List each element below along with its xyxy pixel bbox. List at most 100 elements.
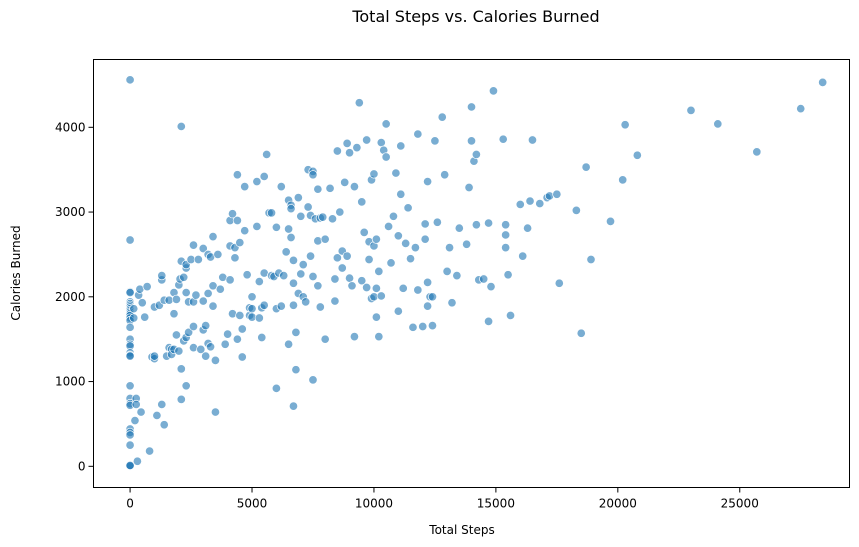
data-point — [137, 298, 147, 308]
data-point — [235, 238, 245, 248]
data-point — [345, 273, 355, 283]
data-point — [332, 146, 342, 156]
data-point — [342, 138, 352, 148]
data-point — [296, 211, 306, 221]
data-point — [471, 149, 481, 159]
data-point — [620, 120, 630, 130]
data-point — [208, 281, 218, 291]
data-point — [125, 460, 135, 471]
data-point — [157, 271, 167, 281]
data-point — [484, 218, 494, 228]
data-point — [327, 214, 338, 224]
data-point — [131, 399, 141, 409]
chart-title: Total Steps vs. Calories Burned — [351, 7, 599, 26]
data-point — [220, 339, 230, 349]
data-point — [262, 149, 272, 159]
data-point — [498, 134, 508, 144]
data-point — [632, 150, 642, 160]
data-point — [393, 231, 403, 241]
data-point — [145, 446, 155, 456]
data-point — [357, 276, 367, 286]
data-point — [381, 152, 391, 162]
data-point — [796, 104, 806, 114]
data-point — [301, 297, 311, 307]
data-point — [225, 275, 235, 285]
data-point — [293, 193, 303, 203]
data-point — [157, 399, 167, 409]
data-point — [427, 321, 438, 331]
data-point — [130, 415, 140, 426]
x-axis-label: Total Steps — [428, 523, 494, 537]
y-tick-label: 2000 — [55, 290, 86, 304]
data-point — [357, 197, 367, 207]
data-point — [188, 240, 199, 250]
data-point — [525, 196, 535, 206]
data-point — [479, 274, 489, 284]
data-point — [430, 136, 440, 146]
data-point — [371, 312, 381, 322]
data-point — [159, 420, 169, 430]
data-point — [501, 230, 511, 240]
data-point — [488, 86, 498, 96]
data-point — [201, 321, 211, 331]
data-point — [181, 381, 191, 391]
data-point — [486, 282, 496, 292]
data-point — [444, 243, 455, 253]
data-point — [320, 334, 330, 344]
data-point — [349, 182, 359, 192]
data-point — [586, 254, 596, 265]
data-point — [552, 189, 562, 199]
data-point — [276, 301, 286, 311]
data-point — [393, 306, 403, 316]
data-point — [818, 77, 828, 87]
data-point — [286, 204, 296, 214]
data-point — [427, 292, 438, 302]
data-point — [125, 430, 135, 440]
data-point — [252, 221, 262, 232]
data-point — [442, 266, 452, 276]
data-point — [213, 249, 223, 259]
data-point — [152, 410, 162, 421]
data-point — [384, 221, 394, 232]
data-point — [376, 138, 386, 148]
data-point — [140, 312, 150, 322]
data-point — [237, 352, 247, 362]
data-point — [125, 351, 135, 361]
data-point — [291, 365, 301, 375]
data-point — [420, 219, 430, 229]
data-point — [196, 344, 206, 354]
data-point — [174, 346, 184, 356]
data-point — [142, 282, 152, 292]
data-point — [252, 176, 262, 187]
data-point — [125, 75, 135, 85]
data-point — [374, 266, 384, 276]
data-point — [605, 216, 616, 226]
data-point — [320, 234, 330, 244]
data-point — [437, 112, 447, 122]
data-point — [352, 143, 362, 153]
data-point — [230, 253, 240, 263]
data-point — [257, 332, 267, 343]
data-point — [408, 322, 418, 332]
data-point — [136, 407, 146, 417]
data-point — [266, 208, 277, 218]
data-point — [410, 243, 420, 253]
data-point — [345, 148, 355, 158]
data-point — [305, 251, 316, 261]
data-point — [318, 212, 328, 222]
data-point — [347, 281, 357, 291]
data-point — [405, 254, 416, 264]
data-point — [471, 220, 481, 230]
data-point — [325, 183, 335, 193]
data-point — [215, 284, 225, 294]
data-point — [171, 330, 181, 340]
data-point — [235, 310, 245, 320]
y-axis-ticks: 0 1000 2000 3000 4000 — [55, 120, 94, 473]
data-point — [332, 253, 342, 263]
data-point — [396, 189, 406, 199]
data-point — [396, 141, 406, 151]
data-point — [171, 294, 181, 304]
data-point — [462, 239, 472, 249]
data-point — [354, 98, 364, 108]
